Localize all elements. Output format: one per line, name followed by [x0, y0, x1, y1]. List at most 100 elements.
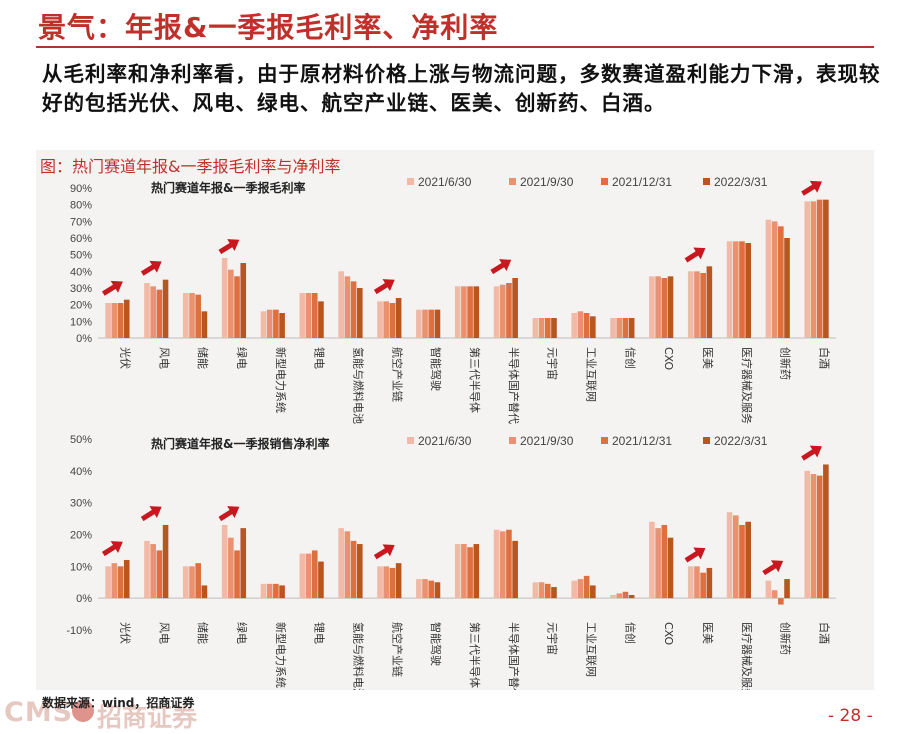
chart2-bar	[493, 529, 500, 599]
trend-up-arrow-icon	[801, 445, 822, 461]
chart2-bar	[700, 572, 706, 599]
chart1-bar	[571, 313, 578, 338]
chart1-ytick-label: 80%	[70, 200, 92, 212]
chart1-bar	[655, 276, 661, 338]
chart1-bar	[739, 241, 745, 338]
chart1-category-label: 白酒	[818, 347, 832, 369]
chart2-category-label: 元宇宙	[546, 622, 560, 655]
chart2-bar	[305, 553, 312, 599]
chart2-bar	[395, 563, 402, 599]
chart2-bar	[111, 563, 118, 599]
chart1-bar	[123, 299, 130, 338]
chart1-category-label: 锂电	[313, 347, 327, 369]
chart1-legend-label: 2021/12/31	[612, 175, 672, 189]
chart1-bar	[649, 276, 655, 338]
chart2-bar	[544, 583, 551, 599]
chart1-category-label: 智能驾驶	[429, 347, 443, 391]
chart2-bar	[279, 585, 285, 599]
logo-mark-icon	[72, 700, 94, 722]
chart2-category-label: 风电	[157, 622, 170, 644]
chart2-bar	[499, 531, 506, 599]
chart1-bar	[538, 318, 545, 338]
chart1-bar	[622, 318, 629, 338]
chart1-title: 热门赛道年报&一季报毛利率	[151, 180, 305, 195]
chart1-bar	[551, 318, 557, 338]
chart1-category-label: 风电	[157, 347, 170, 369]
chart2-ytick-label: 40%	[70, 466, 92, 478]
chart1-bar	[616, 318, 623, 338]
chart2-category-label: 医疗器械及服务	[740, 622, 754, 690]
figure-panel	[36, 150, 874, 690]
chart2-category-label: 医美	[701, 622, 714, 644]
chart2-legend-label: 2021/9/30	[520, 434, 574, 448]
trend-up-arrow-icon	[373, 279, 395, 295]
chart2-bar	[649, 521, 655, 599]
chart1-category-label: 绿电	[235, 347, 249, 369]
chart2-bar	[473, 544, 480, 599]
chart1-bar	[810, 201, 817, 338]
chart1-bar	[628, 318, 635, 338]
chart2-bar	[123, 559, 130, 599]
chart2-category-label: 工业互联网	[585, 622, 598, 677]
chart1-bar	[266, 309, 273, 338]
chart1-legend-swatch	[509, 178, 516, 185]
chart2-legend-swatch	[509, 437, 516, 444]
chart2-bar	[551, 587, 557, 599]
chart1-category-label: 光伏	[118, 347, 132, 369]
chart1-bar	[706, 266, 713, 338]
chart1-bar	[700, 273, 706, 338]
chart2-bar	[228, 537, 234, 599]
chart1-bar	[661, 278, 668, 338]
chart1-bar	[234, 276, 240, 338]
chart2-bar	[183, 566, 189, 599]
logo-company-name: 招商证券	[97, 703, 198, 732]
chart1-bar	[422, 309, 428, 338]
chart2-category-label: 半导体国产替代	[507, 622, 521, 690]
chart1-ytick-label: 70%	[70, 216, 92, 228]
chart2-bar	[804, 470, 811, 599]
chart2-ytick-label: -10%	[66, 625, 92, 637]
chart1-bar	[778, 226, 784, 338]
chart1-bar	[383, 301, 390, 338]
chart2-bar	[156, 550, 163, 599]
chart1-category-label: 医美	[701, 347, 714, 369]
chart1-bar	[377, 301, 383, 338]
chart1-bar	[532, 318, 539, 338]
chart1-bar	[311, 293, 318, 338]
chart2-legend-label: 2022/3/31	[714, 434, 768, 448]
chart2-category-label: CXO	[662, 622, 675, 646]
chart1-bar	[512, 278, 518, 338]
chart1-bar	[726, 241, 733, 338]
chart2-bar	[416, 579, 422, 599]
chart2-bar	[344, 531, 351, 599]
chart2-bar	[318, 561, 324, 599]
chart1-ytick-label: 10%	[70, 316, 92, 328]
page-title: 景气：年报&一季报毛利率、净利率	[38, 11, 499, 44]
chart2-category-label: 储能	[196, 622, 210, 644]
chart1-bar	[667, 276, 674, 338]
chart1-bar	[144, 283, 150, 338]
chart2-bar	[732, 515, 739, 599]
figure-caption: 图：热门赛道年报&一季报毛利率与净利率	[40, 157, 341, 176]
chart1-category-label: 新型电力系统	[274, 347, 288, 413]
chart2-bar	[823, 464, 829, 599]
chart1-category-label: 工业互联网	[585, 347, 598, 402]
chart2-bar	[816, 475, 823, 599]
chart2-bar	[577, 579, 584, 599]
chart2-bar	[765, 580, 772, 599]
chart1-legend-label: 2021/9/30	[520, 175, 574, 189]
chart2-bar	[467, 547, 473, 599]
chart2-bar	[771, 590, 778, 599]
chart1-bar	[493, 286, 500, 338]
chart1-bar	[350, 281, 357, 338]
chart2-bar	[299, 553, 306, 599]
chart1-legend-swatch	[601, 178, 608, 185]
chart1-bar	[201, 311, 208, 338]
chart2-bar	[778, 598, 784, 605]
trend-up-arrow-icon	[218, 506, 240, 522]
chart2-bar	[538, 582, 545, 599]
chart1-bar	[395, 298, 402, 338]
chart1-bar	[279, 313, 285, 338]
trend-up-arrow-icon	[140, 506, 162, 522]
chart1-bar	[240, 263, 247, 338]
